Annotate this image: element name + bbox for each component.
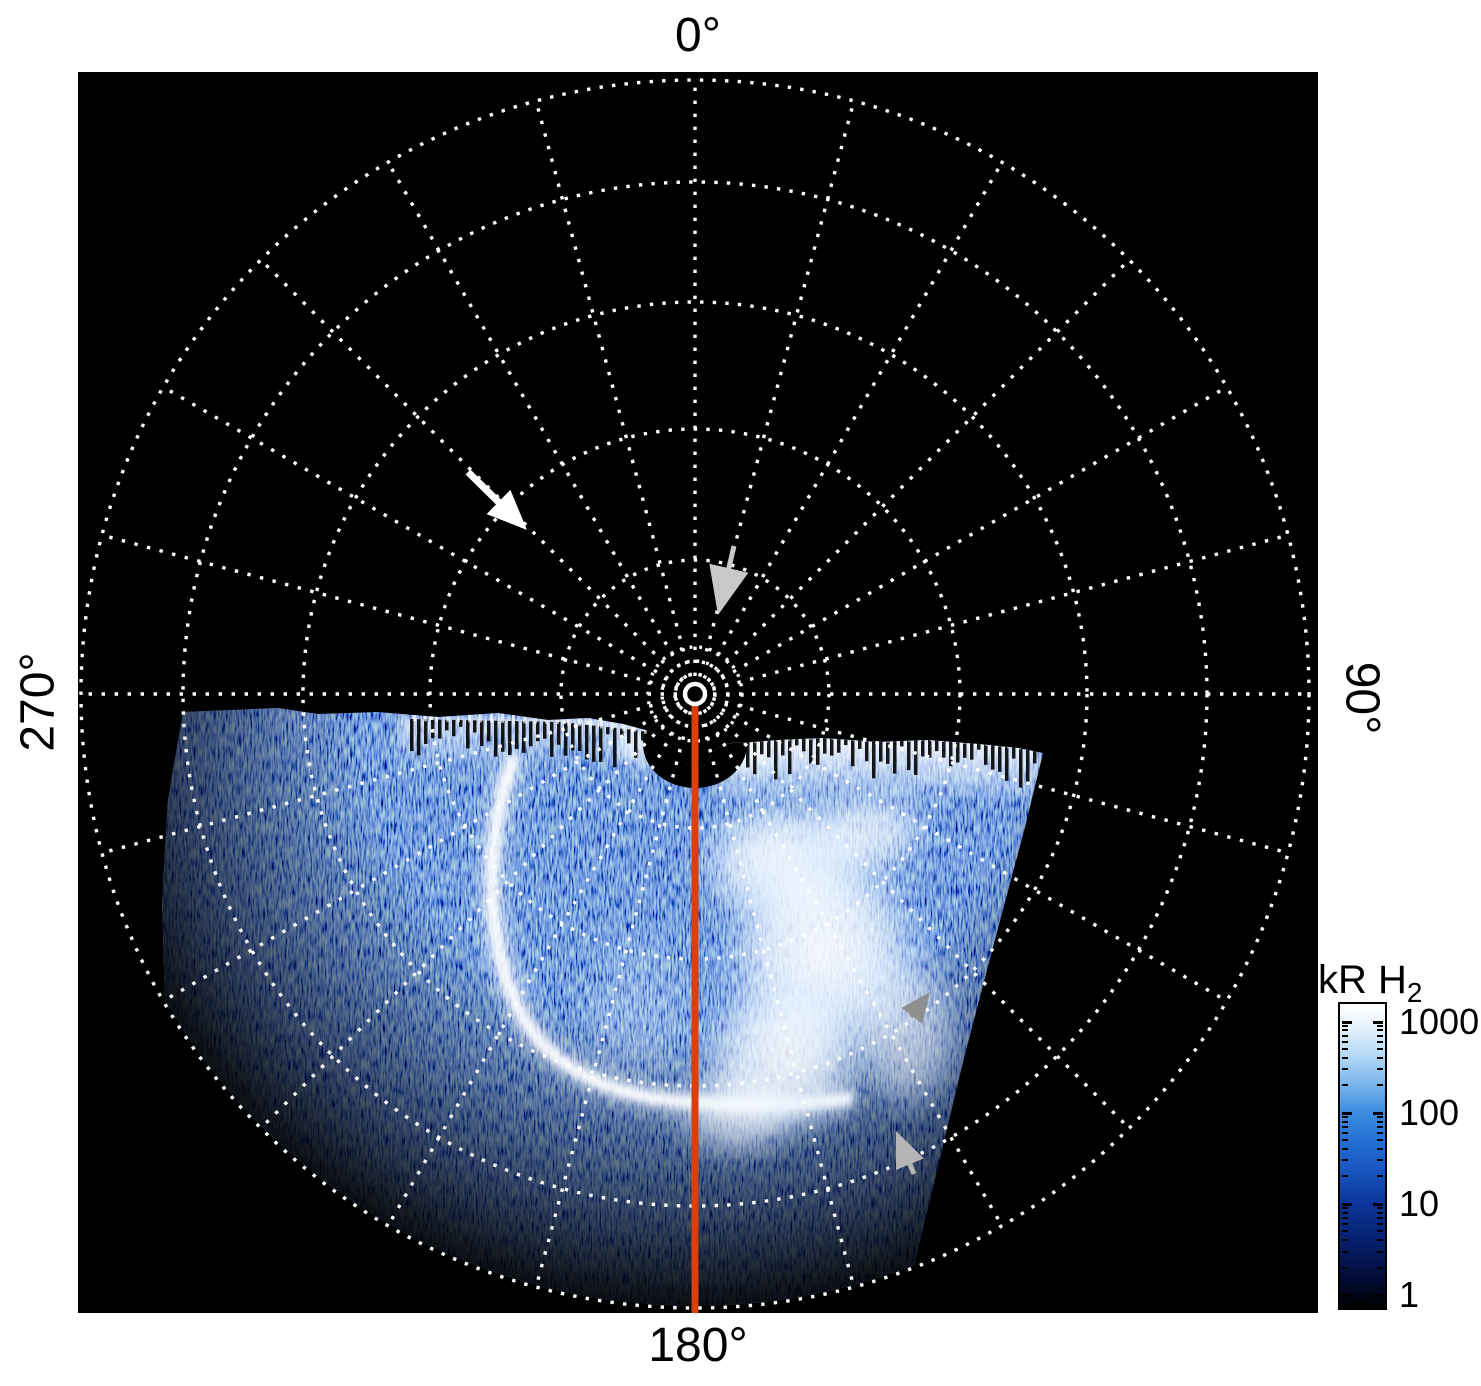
colorbar-tick bbox=[1377, 1029, 1383, 1032]
colorbar-tick bbox=[1377, 1068, 1383, 1071]
silver-arrow-above-pole bbox=[709, 545, 749, 615]
colorbar-tick bbox=[1342, 1147, 1348, 1150]
colorbar-tick bbox=[1377, 1131, 1383, 1134]
colorbar-tick bbox=[1377, 1024, 1383, 1027]
pole-ring bbox=[682, 681, 708, 707]
colorbar-tick bbox=[1342, 1111, 1352, 1115]
colorbar-tick bbox=[1342, 1115, 1348, 1118]
colorbar-tick bbox=[1342, 1223, 1348, 1226]
colorbar-tick bbox=[1342, 1056, 1348, 1059]
colorbar-tick bbox=[1373, 1020, 1383, 1024]
colorbar-tick bbox=[1377, 1120, 1383, 1123]
colorbar-tick bbox=[1377, 1125, 1383, 1128]
colorbar bbox=[1338, 1002, 1387, 1310]
colorbar-tick bbox=[1377, 1239, 1383, 1242]
colorbar-tick bbox=[1342, 1216, 1348, 1219]
colorbar-tick bbox=[1342, 1139, 1348, 1142]
colorbar-tick bbox=[1373, 1111, 1383, 1115]
colorbar-tick bbox=[1377, 1223, 1383, 1226]
white-arrow-upper-left bbox=[465, 469, 527, 530]
colorbar-tick bbox=[1377, 1115, 1383, 1118]
colorbar-tick bbox=[1377, 1056, 1383, 1059]
azimuth-label-180: 180° bbox=[648, 1319, 748, 1372]
colorbar-tick bbox=[1342, 1040, 1348, 1043]
colorbar-tick bbox=[1342, 1207, 1348, 1210]
colorbar-tick bbox=[1373, 1293, 1383, 1297]
colorbar-tick-label: 1000 bbox=[1399, 1000, 1480, 1042]
colorbar-tick bbox=[1377, 1216, 1383, 1219]
colorbar-tick bbox=[1342, 1029, 1348, 1032]
colorbar-tick bbox=[1377, 1207, 1383, 1210]
colorbar-tick bbox=[1377, 1211, 1383, 1214]
colorbar-tick bbox=[1342, 1024, 1348, 1027]
colorbar-tick bbox=[1342, 1020, 1352, 1024]
colorbar-tick-label: 1 bbox=[1399, 1273, 1420, 1315]
colorbar-tick bbox=[1342, 1084, 1348, 1087]
colorbar-tick bbox=[1377, 1250, 1383, 1253]
annotation-arrows bbox=[465, 469, 930, 1175]
colorbar-tick bbox=[1377, 1040, 1383, 1043]
colorbar-tick bbox=[1342, 1034, 1348, 1037]
silver-arrow-right-lower bbox=[896, 1131, 924, 1175]
colorbar-tick-label: 10 bbox=[1399, 1182, 1440, 1224]
colorbar-title: kR H2 bbox=[1318, 958, 1423, 1008]
colorbar-tick bbox=[1342, 1131, 1348, 1134]
colorbar-tick bbox=[1342, 1175, 1348, 1178]
colorbar-tick bbox=[1377, 1266, 1383, 1269]
colorbar-tick bbox=[1377, 1159, 1383, 1162]
colorbar-tick bbox=[1377, 1230, 1383, 1233]
azimuth-label-270: 270° bbox=[11, 652, 65, 752]
azimuth-label-0: 0° bbox=[675, 9, 721, 62]
polar-plot bbox=[78, 72, 1318, 1313]
colorbar-tick bbox=[1342, 1068, 1348, 1071]
gray-arrow-right-upper bbox=[901, 992, 930, 1024]
colorbar-tick bbox=[1377, 1139, 1383, 1142]
colorbar-tick bbox=[1377, 1175, 1383, 1178]
colorbar-tick bbox=[1373, 1202, 1383, 1206]
colorbar-tick-label: 100 bbox=[1399, 1091, 1460, 1133]
colorbar-tick bbox=[1377, 1048, 1383, 1051]
colorbar-tick bbox=[1342, 1266, 1348, 1269]
colorbar-tick bbox=[1342, 1293, 1352, 1297]
colorbar-tick bbox=[1377, 1034, 1383, 1037]
colorbar-tick bbox=[1342, 1250, 1348, 1253]
colorbar-tick bbox=[1342, 1202, 1352, 1206]
colorbar-tick bbox=[1342, 1239, 1348, 1242]
colorbar-tick bbox=[1342, 1120, 1348, 1123]
colorbar-tick bbox=[1377, 1084, 1383, 1087]
colorbar-tick bbox=[1377, 1147, 1383, 1150]
colorbar-tick bbox=[1342, 1125, 1348, 1128]
colorbar-tick bbox=[1342, 1159, 1348, 1162]
polar-grid bbox=[79, 78, 1311, 1310]
colorbar-tick bbox=[1342, 1048, 1348, 1051]
azimuth-label-90: 90° bbox=[1335, 661, 1389, 735]
colorbar-tick bbox=[1342, 1211, 1348, 1214]
colorbar-tick bbox=[1342, 1230, 1348, 1233]
